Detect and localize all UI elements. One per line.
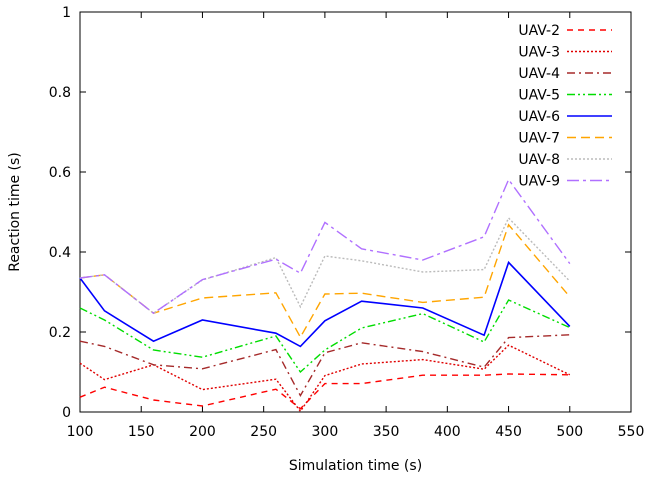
x-tick-label: 150 <box>128 424 155 440</box>
y-tick-label: 0.6 <box>49 165 71 181</box>
plot-frame <box>79 11 632 413</box>
y-axis-title: Reaction time (s) <box>7 152 23 272</box>
legend-label-uav-9: UAV-9 <box>518 174 560 190</box>
x-tick-label: 500 <box>556 424 583 440</box>
y-tick-label: 0.8 <box>49 85 71 101</box>
series-line-uav-2 <box>79 373 570 410</box>
x-tick-label: 450 <box>495 424 522 440</box>
y-tick-label: 0.2 <box>49 325 71 341</box>
series-line-uav-5 <box>79 299 571 374</box>
y-tick-label: 1 <box>62 5 71 21</box>
legend-label-uav-6: UAV-6 <box>518 109 560 125</box>
legend-label-uav-7: UAV-7 <box>518 131 560 147</box>
x-tick-label: 100 <box>67 424 94 440</box>
y-tick-label: 0.4 <box>49 245 71 261</box>
x-tick-label: 550 <box>618 424 645 440</box>
legend-label-uav-5: UAV-5 <box>518 88 560 104</box>
series-line-uav-3 <box>79 344 571 413</box>
axes: 100 150 200 250 300 350 400 450 500 550 0 0.2 0.4 0.6… <box>49 5 645 440</box>
series-line-uav-4 <box>79 334 570 398</box>
x-tick-label: 350 <box>373 424 400 440</box>
series-line-uav-6 <box>79 260 571 348</box>
x-tick-label: 250 <box>250 424 277 440</box>
y-tick-label: 0 <box>62 405 71 421</box>
x-tick-label: 300 <box>312 424 339 440</box>
legend-label-uav-3: UAV-3 <box>518 45 560 61</box>
legend: UAV-2 UAV-3 UAV-4 UAV-5 UAV-6 UAV-7 UAV-8 UAV-9 <box>518 23 612 190</box>
series-lines <box>79 178 571 413</box>
legend-label-uav-8: UAV-8 <box>518 152 560 168</box>
series-line-uav-9 <box>79 178 571 315</box>
x-axis-title: Simulation time (s) <box>289 458 422 474</box>
x-tick-label: 400 <box>434 424 461 440</box>
legend-label-uav-4: UAV-4 <box>518 66 560 82</box>
x-tick-label: 200 <box>189 424 216 440</box>
legend-label-uav-2: UAV-2 <box>518 23 560 39</box>
